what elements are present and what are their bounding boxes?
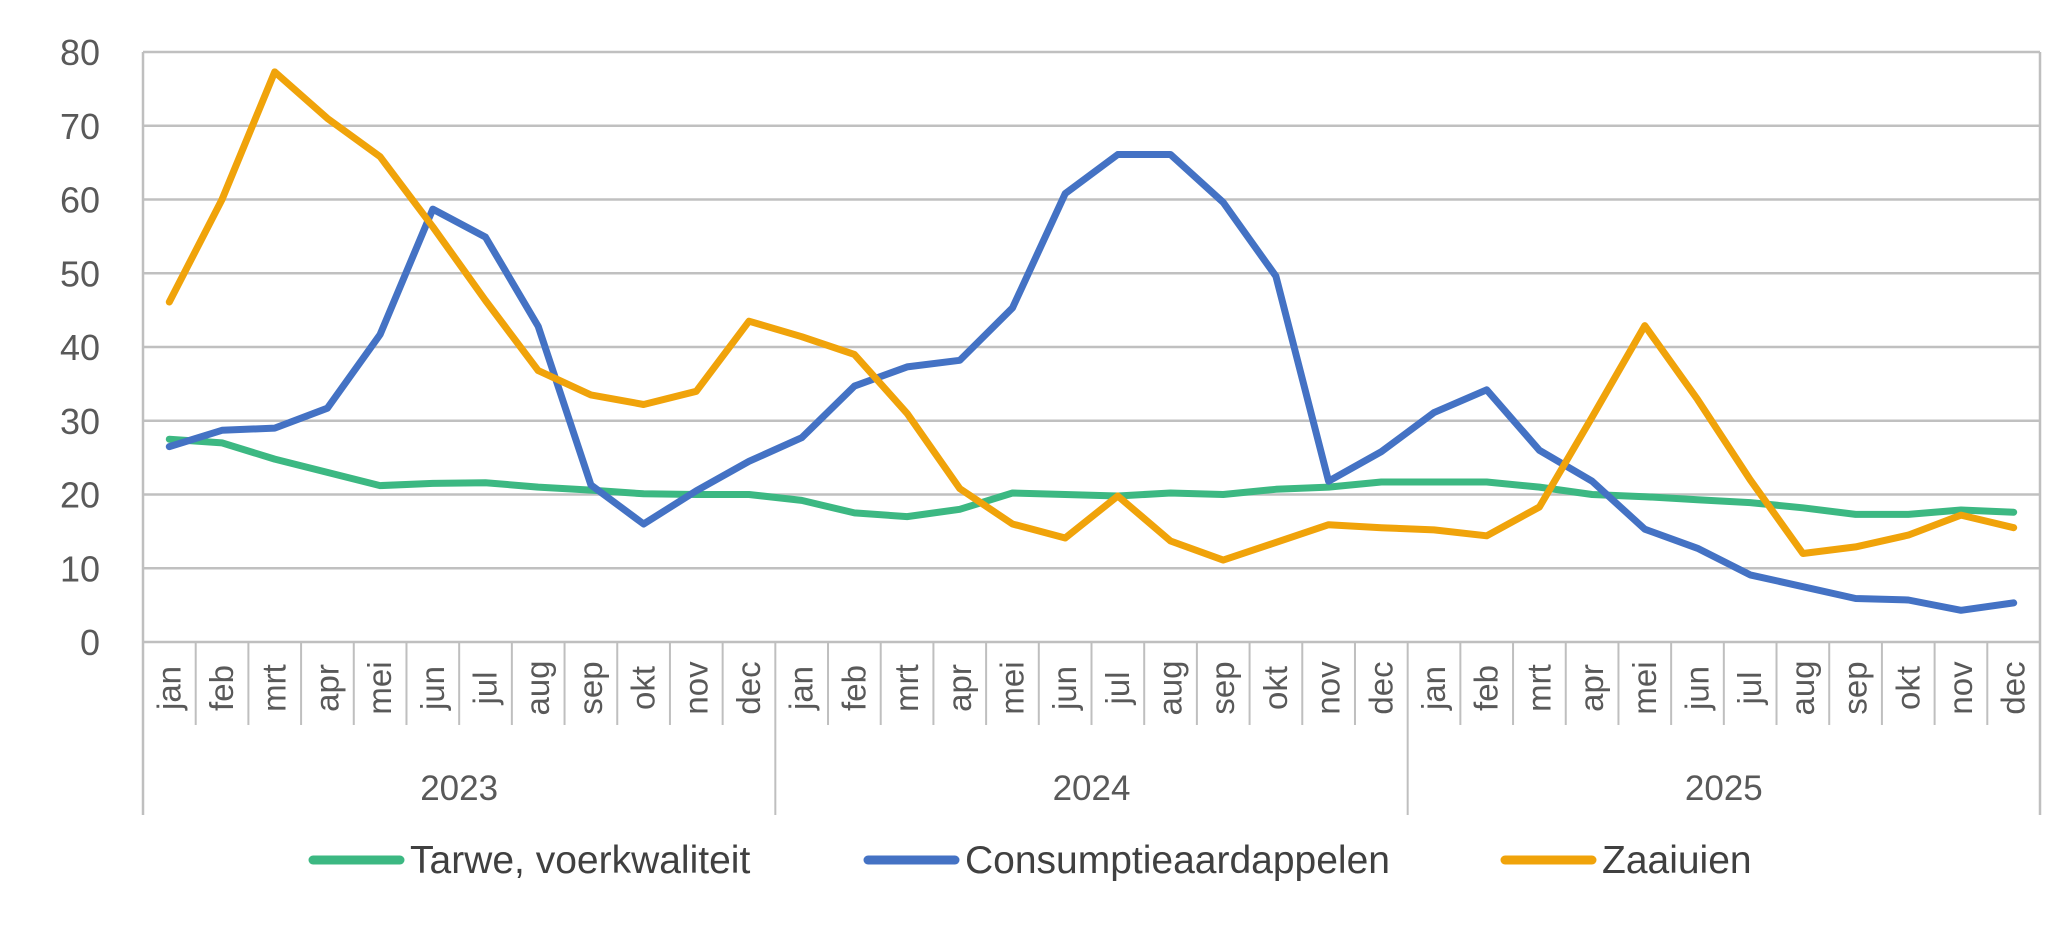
legend: Tarwe, voerkwaliteit Consumptieaardappele… [308, 839, 1752, 882]
x-tick-label: sep [572, 661, 609, 714]
series-line-0 [165, 435, 2018, 521]
legend-label: Zaaiuien [1602, 839, 1752, 882]
x-tick-label: dec [1362, 661, 1399, 714]
x-tick-label: jul [1731, 671, 1768, 705]
x-tick-label: jun [1678, 666, 1715, 711]
year-label: 2025 [1685, 769, 1763, 808]
x-tick-label: aug [1784, 660, 1821, 715]
x-tick-label: mrt [888, 664, 925, 712]
x-tick-label: okt [1889, 666, 1926, 710]
year-label: 2024 [1053, 769, 1131, 808]
x-tick-label: feb [1468, 665, 1505, 711]
x-tick-label: jan [783, 666, 820, 711]
x-tick-label: feb [203, 665, 240, 711]
x-tick-label: dec [730, 661, 767, 714]
series-lines [165, 68, 2018, 614]
x-tick-label: jul [1099, 671, 1136, 705]
x-tick-label: mei [993, 661, 1030, 714]
x-tick-label: nov [1310, 661, 1347, 715]
x-tick-label: apr [1573, 664, 1610, 712]
legend-label: Tarwe, voerkwaliteit [410, 839, 750, 882]
legend-label: Consumptieaardappelen [965, 839, 1390, 882]
y-tick-label: 80 [60, 32, 100, 73]
y-tick-label: 30 [60, 401, 100, 442]
y-tick-label: 60 [60, 180, 100, 221]
y-tick-label: 70 [60, 106, 100, 147]
series-line-2 [165, 68, 2018, 564]
x-tick-label: mei [1626, 661, 1663, 714]
x-tick-label: nov [1942, 661, 1979, 715]
x-tick-label: jun [414, 666, 451, 711]
x-tick-label: feb [835, 665, 872, 711]
x-tick-label: dec [1995, 661, 2032, 714]
series-line-1 [165, 151, 2018, 614]
x-tick-label: mrt [1520, 664, 1557, 712]
year-label: 2023 [420, 769, 498, 808]
x-tick-label: nov [677, 661, 714, 715]
y-tick-label: 10 [60, 548, 100, 589]
x-tick-label: mrt [256, 664, 293, 712]
x-tick-label: aug [1152, 660, 1189, 715]
x-tick-label: jan [1415, 666, 1452, 711]
y-tick-label: 0 [80, 622, 100, 663]
x-tick-label: apr [308, 664, 345, 712]
x-tick-label: jun [1046, 666, 1083, 711]
x-tick-label: sep [1837, 661, 1874, 714]
x-tick-label: okt [625, 666, 662, 710]
x-tick-label: jan [150, 666, 187, 711]
x-tick-label: aug [519, 660, 556, 715]
x-tick-label: sep [1204, 661, 1241, 714]
x-tick-label: apr [941, 664, 978, 712]
x-tick-label: okt [1257, 666, 1294, 710]
y-tick-label: 40 [60, 327, 100, 368]
gridlines [141, 50, 2042, 815]
y-tick-label: 20 [60, 475, 100, 516]
x-axis: jan feb mrt apr mei jun jul aug sep okt nov dec jan f… [150, 642, 2032, 815]
y-tick-label: 50 [60, 253, 100, 294]
x-tick-label: mei [361, 661, 398, 714]
y-axis: 0 10 20 30 40 50 60 70 80 [60, 32, 100, 663]
x-tick-label: jul [467, 671, 504, 705]
